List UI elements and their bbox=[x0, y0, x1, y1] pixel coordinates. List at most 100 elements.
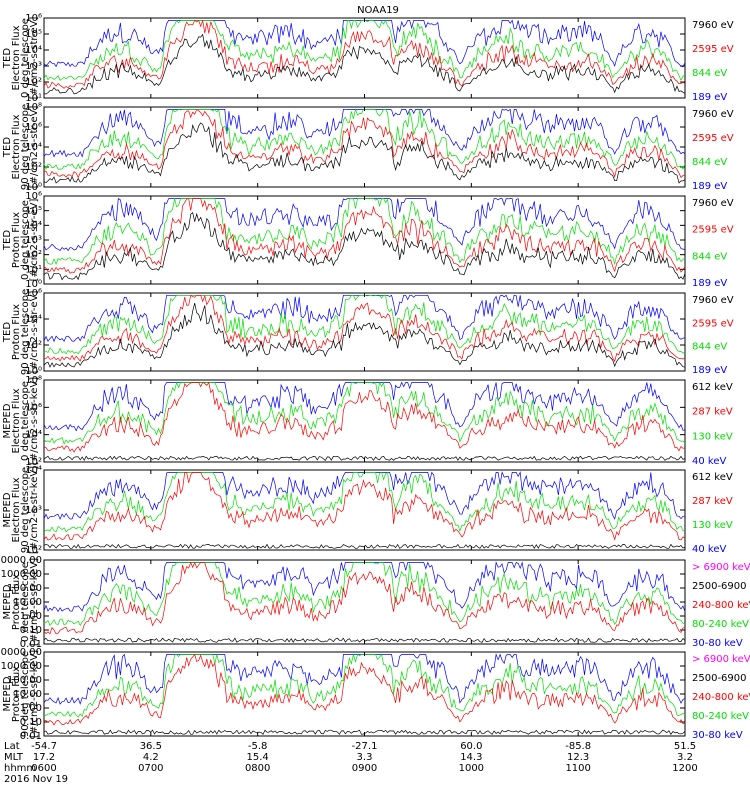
y-tick-label: 10¹ bbox=[25, 93, 42, 104]
y-tick-label: 10⁸ bbox=[25, 102, 42, 113]
y-axis-label: MEPEDElectron Flux90 deg telescope[#/cm2… bbox=[2, 466, 40, 554]
legend-entry: 189 eV bbox=[692, 278, 727, 289]
flux-trace bbox=[43, 303, 686, 368]
legend-entry: 2595 eV bbox=[692, 133, 734, 144]
y-tick-label: 10000.00 bbox=[0, 555, 42, 566]
flux-trace bbox=[43, 561, 685, 635]
legend-entry: > 6900 keV bbox=[692, 654, 750, 665]
flux-trace bbox=[43, 381, 686, 453]
legend-entry: 287 keV bbox=[692, 496, 733, 507]
legend-entry: 30-80 keV bbox=[692, 638, 743, 649]
y-tick-label: 10⁶ bbox=[25, 191, 42, 202]
legend-entry: 7960 eV bbox=[692, 20, 734, 31]
y-tick-label: 10² bbox=[25, 340, 42, 351]
legend-entry: 2595 eV bbox=[692, 225, 734, 236]
footer-value: -54.7 bbox=[31, 741, 57, 752]
legend-entry: 80-240 keV bbox=[692, 619, 749, 630]
footer-value: 51.5 bbox=[674, 741, 696, 752]
flux-trace bbox=[43, 19, 686, 68]
panel-frame bbox=[43, 17, 686, 99]
legend-entry: 7960 eV bbox=[692, 109, 734, 120]
panel-frame bbox=[43, 559, 686, 645]
footer-value: 0700 bbox=[138, 763, 163, 774]
flux-trace bbox=[43, 211, 686, 281]
y-tick-label: 10² bbox=[25, 545, 42, 556]
flux-trace bbox=[43, 455, 686, 462]
y-tick-label: 10² bbox=[25, 162, 42, 173]
y-tick-label: 10⁶ bbox=[25, 13, 42, 24]
legend-entry: 612 keV bbox=[692, 382, 733, 393]
legend-entry: 844 eV bbox=[692, 342, 727, 353]
y-tick-label: 10⁶ bbox=[25, 288, 42, 299]
legend-entry: 30-80 keV bbox=[692, 730, 743, 741]
flux-trace bbox=[43, 33, 686, 95]
y-tick-label: 10⁸ bbox=[25, 375, 42, 386]
flux-trace bbox=[43, 562, 686, 627]
footer-row-label: MLT bbox=[4, 752, 24, 763]
legend-entry: 130 keV bbox=[692, 431, 733, 442]
footer-value: 36.5 bbox=[140, 741, 162, 752]
footer-value: 0900 bbox=[352, 763, 377, 774]
footer-value: 3.2 bbox=[677, 752, 693, 763]
footer-row-label: 2016 Nov 19 bbox=[4, 774, 68, 785]
y-tick-label: 10⁶ bbox=[25, 122, 42, 133]
legend-entry: 189 eV bbox=[692, 365, 727, 376]
flux-trace bbox=[43, 19, 686, 89]
y-tick-label: 10³ bbox=[25, 61, 42, 72]
y-axis-label: MEPEDProton Flux0 deg telescope[#/cm2-s-… bbox=[2, 558, 40, 646]
y-axis-label: MEPEDProton Flux90 deg telescope[#/cm2-s… bbox=[2, 650, 40, 738]
flux-trace bbox=[43, 294, 686, 343]
y-tick-label: 10⁴ bbox=[25, 142, 42, 153]
legend-entry: 240-800 keV bbox=[692, 600, 750, 611]
y-tick-label: 0.01 bbox=[20, 731, 42, 742]
y-tick-label: 1000.00 bbox=[1, 569, 42, 580]
legend-entry: 2595 eV bbox=[692, 44, 734, 55]
y-tick-label: 10⁴ bbox=[25, 45, 42, 56]
y-tick-label: 10⁵ bbox=[25, 29, 42, 40]
y-tick-label: 10000.00 bbox=[0, 647, 42, 658]
y-tick-label: 10² bbox=[25, 250, 42, 261]
footer-value: 4.2 bbox=[143, 752, 159, 763]
y-tick-label: 10² bbox=[25, 77, 42, 88]
y-tick-label: 10³ bbox=[25, 235, 42, 246]
y-tick-label: 0.01 bbox=[20, 639, 42, 650]
footer-value: 1000 bbox=[459, 763, 484, 774]
legend-entry: 844 eV bbox=[692, 68, 727, 79]
footer-value: -85.8 bbox=[565, 741, 591, 752]
y-tick-label: 100.00 bbox=[7, 583, 42, 594]
legend-entry: 40 keV bbox=[692, 544, 726, 555]
y-tick-label: 10⁴ bbox=[25, 430, 42, 441]
legend-entry: 2595 eV bbox=[692, 318, 734, 329]
y-axis-label: TEDProton Flux90 deg telescope[#/cm2-s-s… bbox=[2, 289, 40, 375]
footer-value: 1100 bbox=[565, 763, 590, 774]
footer-value: 12.3 bbox=[567, 752, 589, 763]
legend-entry: 240-800 keV bbox=[692, 692, 750, 703]
legend-entry: 844 eV bbox=[692, 157, 727, 168]
y-tick-label: 10³ bbox=[25, 505, 42, 516]
flux-trace bbox=[43, 198, 686, 266]
panel-7: 0.01 0.10 1.00 10.00 100.00 1000.00 10000.00ME… bbox=[0, 555, 750, 650]
flux-trace bbox=[43, 198, 686, 252]
y-tick-label: 1.00 bbox=[20, 703, 42, 714]
footer-value: 60.0 bbox=[460, 741, 482, 752]
y-tick-label: 1.00 bbox=[20, 611, 42, 622]
y-tick-label: 0.10 bbox=[20, 717, 42, 728]
y-axis-label: TEDElectron Flux0 deg telescope[#/cm2-s-… bbox=[2, 17, 40, 100]
y-tick-label: 1000.00 bbox=[1, 661, 42, 672]
figure-title: NOAA19 bbox=[357, 5, 399, 16]
legend-entry: 40 keV bbox=[692, 456, 726, 467]
footer-value: 0600 bbox=[31, 763, 56, 774]
flux-trace bbox=[43, 122, 686, 184]
y-tick-label: 10² bbox=[25, 457, 42, 468]
footer-value: 15.4 bbox=[247, 752, 269, 763]
y-tick-label: 10⁵ bbox=[25, 206, 42, 217]
y-tick-label: 10⁴ bbox=[25, 465, 42, 476]
legend-entry: 612 keV bbox=[692, 472, 733, 483]
legend-entry: 287 keV bbox=[692, 407, 733, 418]
